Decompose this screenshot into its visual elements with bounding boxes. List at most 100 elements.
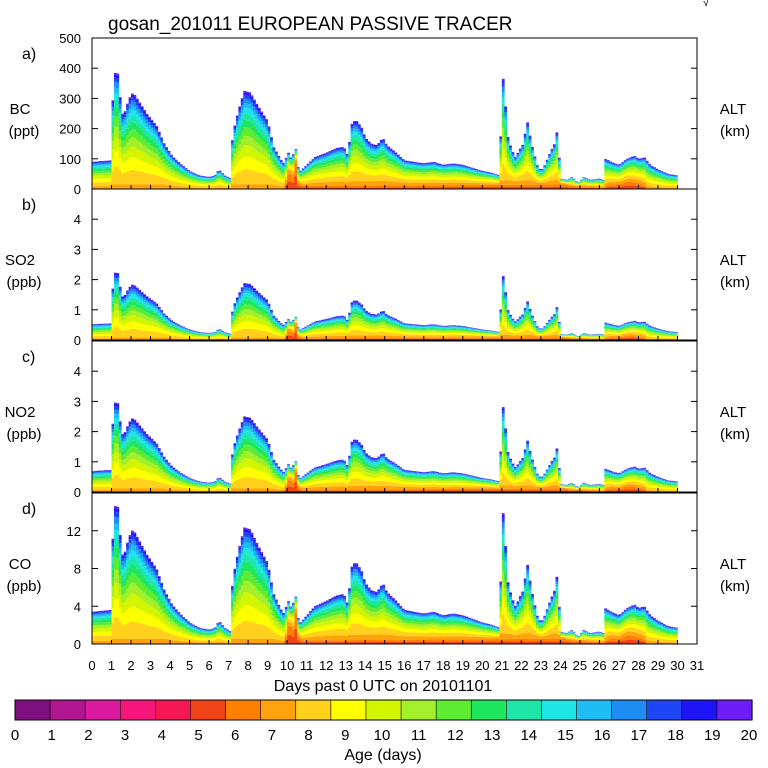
age-segment — [638, 171, 642, 174]
age-segment — [135, 148, 139, 159]
age-segment — [653, 168, 656, 170]
age-segment — [289, 331, 293, 336]
age-segment — [318, 185, 322, 188]
age-segment — [94, 329, 98, 331]
age-segment — [423, 176, 427, 180]
age-segment — [636, 159, 639, 161]
age-segment — [382, 185, 386, 188]
age-segment — [636, 158, 639, 160]
age-segment — [448, 187, 451, 189]
age-segment — [133, 129, 137, 138]
age-segment — [284, 159, 288, 161]
age-segment — [606, 182, 610, 186]
age-segment — [226, 177, 229, 179]
age-segment — [148, 305, 151, 308]
age-segment — [418, 185, 422, 188]
age-segment — [355, 125, 359, 129]
age-segment — [538, 170, 542, 171]
age-segment — [106, 328, 110, 330]
age-segment — [111, 289, 115, 291]
age-segment — [648, 174, 651, 177]
age-segment — [523, 156, 527, 161]
age-segment — [182, 329, 186, 331]
age-segment — [99, 328, 103, 330]
age-segment — [201, 181, 205, 183]
age-segment — [457, 171, 461, 174]
age-segment — [301, 171, 305, 173]
age-segment — [411, 169, 415, 172]
age-segment — [150, 135, 154, 140]
age-segment — [162, 143, 166, 144]
age-segment — [365, 185, 369, 188]
age-segment — [543, 171, 547, 174]
age-segment — [172, 323, 176, 325]
age-segment — [367, 181, 371, 186]
age-segment — [589, 185, 593, 186]
age-segment — [426, 179, 429, 183]
age-segment — [601, 184, 605, 186]
age-segment — [248, 104, 251, 109]
age-segment — [260, 112, 264, 115]
age-segment — [231, 153, 234, 158]
age-segment — [282, 165, 286, 168]
age-segment — [323, 187, 327, 189]
age-segment — [216, 335, 220, 337]
age-segment — [270, 332, 273, 338]
age-segment — [257, 108, 261, 111]
age-segment — [296, 329, 300, 330]
age-segment — [148, 117, 151, 120]
age-segment — [118, 337, 122, 340]
age-segment — [633, 185, 637, 189]
age-segment — [94, 171, 98, 174]
age-segment — [628, 161, 632, 163]
age-segment — [299, 335, 303, 337]
age-segment — [406, 161, 410, 162]
age-segment — [470, 168, 473, 169]
age-segment — [113, 273, 117, 276]
age-segment — [187, 184, 190, 188]
age-segment — [128, 311, 132, 317]
age-segment — [306, 331, 310, 334]
age-segment — [318, 168, 322, 171]
age-segment — [345, 154, 349, 156]
age-segment — [477, 170, 481, 171]
age-segment — [204, 335, 208, 337]
age-segment — [223, 335, 227, 337]
age-segment — [211, 181, 215, 183]
age-segment — [348, 185, 351, 188]
age-segment — [387, 163, 390, 167]
age-segment — [506, 186, 510, 189]
age-segment — [550, 175, 554, 181]
age-segment — [179, 174, 183, 178]
age-segment — [109, 333, 112, 336]
age-segment — [328, 160, 332, 164]
age-segment — [428, 168, 432, 171]
age-segment — [514, 157, 517, 159]
age-segment — [604, 176, 608, 180]
age-segment — [272, 318, 276, 320]
age-segment — [304, 329, 308, 331]
age-segment — [131, 286, 134, 289]
age-segment — [394, 152, 398, 154]
age-segment — [509, 156, 512, 160]
age-segment — [645, 175, 649, 179]
age-segment — [184, 329, 188, 330]
age-segment — [338, 153, 342, 156]
age-segment — [636, 179, 639, 183]
age-segment — [350, 137, 354, 142]
age-segment — [438, 166, 442, 168]
age-segment — [94, 165, 98, 168]
age-segment — [223, 176, 227, 178]
age-segment — [265, 157, 268, 165]
age-segment — [367, 164, 371, 170]
age-segment — [636, 173, 639, 177]
age-segment — [572, 182, 576, 184]
age-segment — [248, 95, 251, 100]
age-segment — [370, 165, 373, 170]
age-segment — [309, 328, 312, 331]
age-segment — [411, 173, 415, 177]
age-segment — [548, 181, 551, 185]
age-segment — [272, 320, 276, 323]
age-segment — [528, 139, 532, 142]
